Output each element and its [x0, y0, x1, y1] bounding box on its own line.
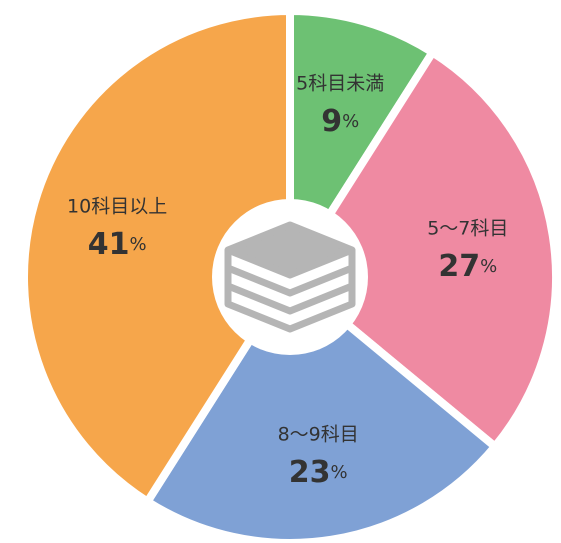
- value-label: 9%: [321, 104, 359, 139]
- slice-label: 10科目以上: [67, 195, 167, 217]
- value-label: 27%: [438, 248, 497, 283]
- slice: [284, 46, 560, 453]
- book-icon: [224, 221, 356, 333]
- slice: [20, 6, 294, 508]
- slice: [141, 271, 501, 543]
- slice-label: 5科目未満: [296, 73, 384, 95]
- labels: 5科目未満 9% 5〜7科目 27% 8〜9科目 23% 10科目以上 41%: [67, 73, 508, 490]
- value-label: 41%: [88, 226, 147, 261]
- slice-label: 5〜7科目: [427, 217, 508, 239]
- slice-label: 8〜9科目: [278, 423, 359, 445]
- value-label: 23%: [289, 454, 348, 489]
